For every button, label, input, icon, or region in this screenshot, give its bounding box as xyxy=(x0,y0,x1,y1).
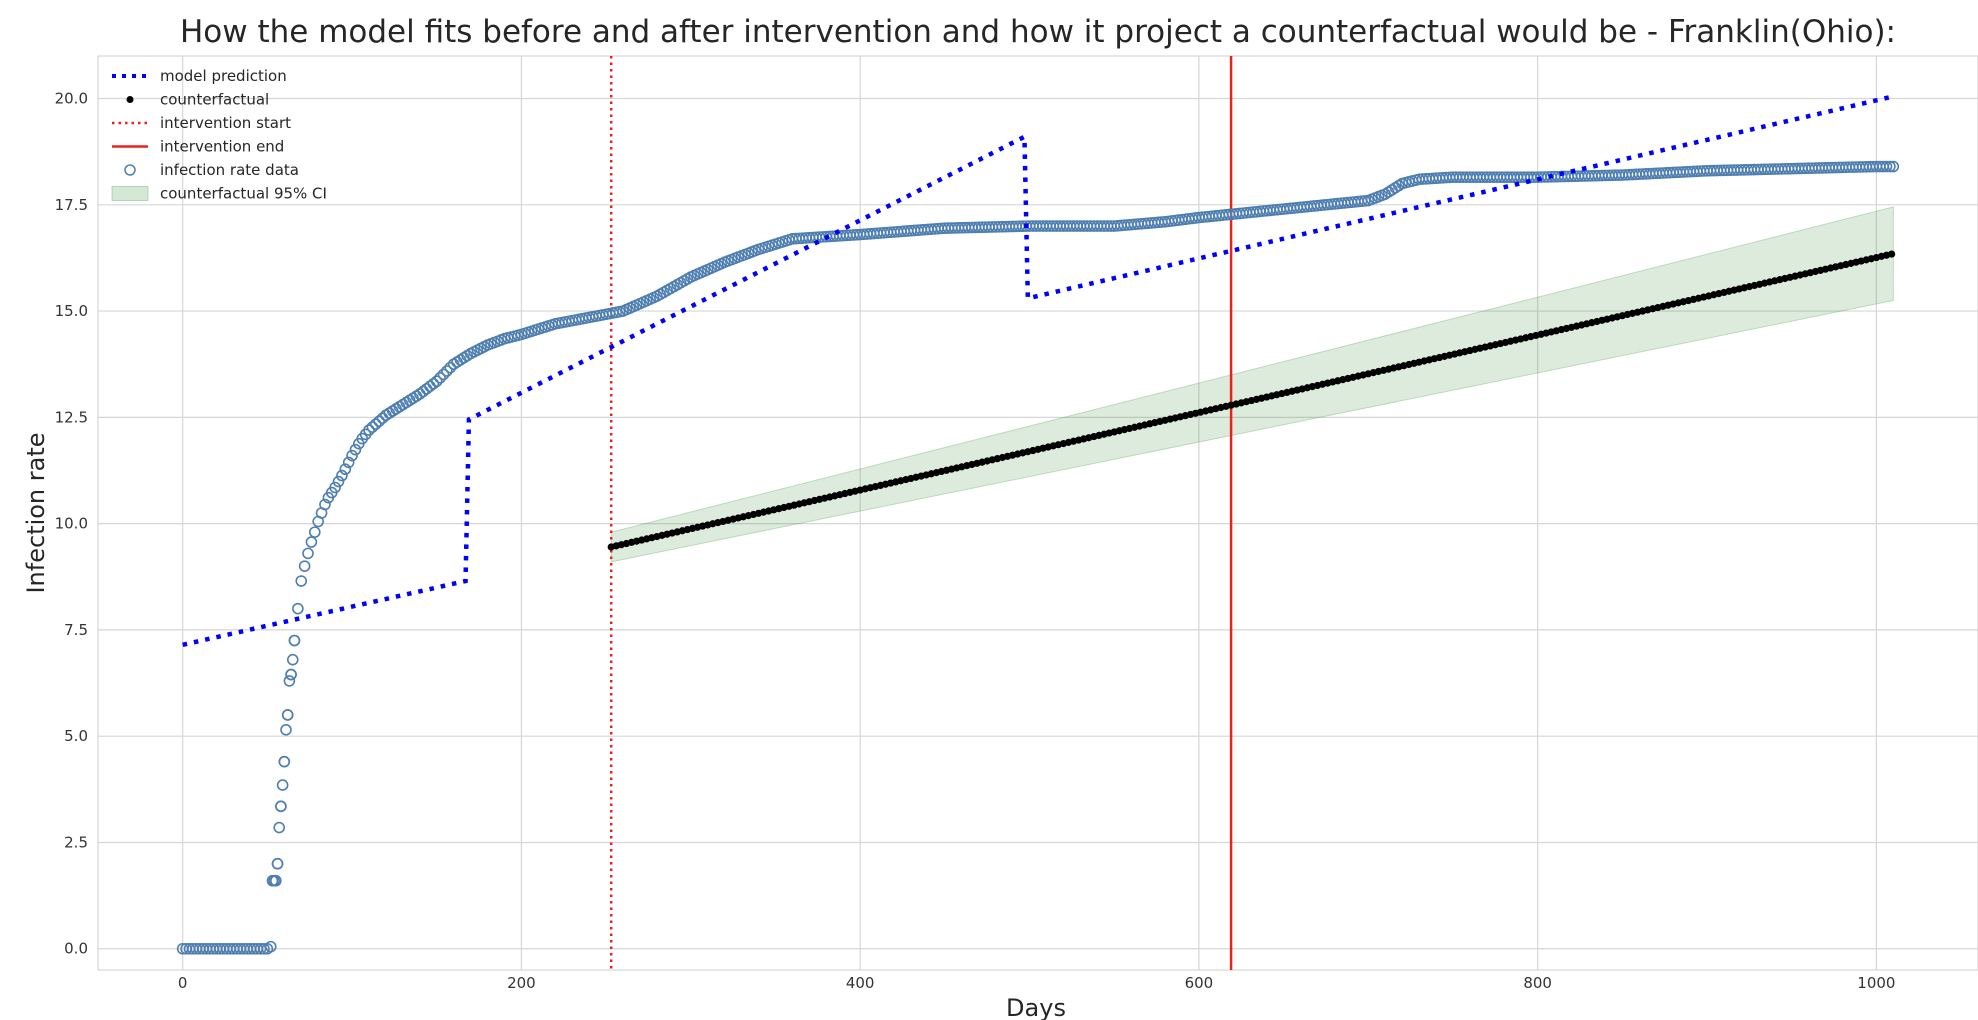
data-point xyxy=(363,424,375,436)
x-tick-label: 0 xyxy=(178,974,188,992)
data-point xyxy=(275,800,287,813)
data-point xyxy=(286,653,299,666)
chart-title: How the model fits before and after inte… xyxy=(180,14,1896,50)
data-point xyxy=(285,668,297,681)
data-point xyxy=(1884,160,1896,173)
legend-item: intervention start xyxy=(112,114,291,132)
y-tick-label: 7.5 xyxy=(64,621,88,639)
legend-item: counterfactual xyxy=(126,91,269,109)
x-axis-title: Days xyxy=(1006,994,1066,1020)
legend-label: intervention end xyxy=(160,138,284,156)
data-point xyxy=(349,443,362,456)
legend-swatch xyxy=(124,164,136,176)
counterfactual-point xyxy=(1888,250,1896,258)
data-point xyxy=(264,940,277,953)
legend-item: intervention end xyxy=(112,138,284,156)
legend: model prediction counterfactual interventi… xyxy=(111,67,327,203)
y-tick-label: 15.0 xyxy=(55,302,88,320)
y-tick-label: 2.5 xyxy=(64,833,88,851)
y-tick-label: 10.0 xyxy=(55,515,88,533)
data-point xyxy=(295,575,308,587)
data-point xyxy=(339,463,352,476)
y-tick-label: 20.0 xyxy=(55,90,88,108)
legend-swatch xyxy=(111,186,149,201)
legend-item: model prediction xyxy=(112,67,287,85)
plot-area-background xyxy=(97,55,1978,971)
data-point xyxy=(1880,160,1893,173)
data-point xyxy=(430,375,443,388)
data-point xyxy=(270,874,282,887)
y-tick-label: 5.0 xyxy=(64,727,88,745)
x-axis-tick-labels: 0 200 400 600 800 1000 xyxy=(178,974,1896,992)
y-axis-title: Infection rate xyxy=(22,432,50,593)
x-tick-label: 1000 xyxy=(1857,974,1895,992)
data-point xyxy=(276,779,289,791)
data-point xyxy=(441,365,453,377)
legend-label: infection rate data xyxy=(160,161,299,179)
data-point xyxy=(346,449,358,462)
data-point xyxy=(288,634,301,647)
legend-item: counterfactual 95% CI xyxy=(111,185,327,203)
data-point xyxy=(427,377,440,390)
legend-swatch xyxy=(126,96,134,103)
data-point xyxy=(305,536,318,548)
y-tick-label: 12.5 xyxy=(55,408,88,426)
y-tick-label: 17.5 xyxy=(55,196,88,214)
data-point xyxy=(434,372,446,384)
data-point xyxy=(258,942,270,955)
infection-rate-data-series xyxy=(176,160,1900,955)
data-point xyxy=(437,368,450,381)
legend-label: intervention start xyxy=(160,114,291,132)
data-point xyxy=(319,498,331,511)
counterfactual-series xyxy=(607,250,1896,551)
data-point xyxy=(273,821,286,834)
data-point xyxy=(1887,160,1900,173)
intervention-lines xyxy=(609,56,1233,970)
data-point xyxy=(342,456,355,469)
data-point xyxy=(283,675,296,687)
data-point xyxy=(280,724,292,736)
data-point xyxy=(292,602,304,615)
x-tick-label: 200 xyxy=(507,974,536,992)
data-point xyxy=(332,475,345,488)
model-prediction-line xyxy=(182,94,1894,647)
data-point xyxy=(369,418,382,430)
y-axis-tick-labels: 0.0 2.5 5.0 7.5 10.0 12.5 15.0 17.5 20.0 xyxy=(55,90,88,958)
data-point xyxy=(266,874,279,887)
legend-item: infection rate data xyxy=(124,161,299,179)
data-point xyxy=(271,857,284,870)
data-point xyxy=(329,481,341,494)
x-tick-label: 800 xyxy=(1523,974,1552,992)
legend-label: counterfactual 95% CI xyxy=(160,185,327,203)
data-point xyxy=(278,755,291,768)
legend-label: model prediction xyxy=(160,67,287,85)
x-tick-label: 400 xyxy=(846,974,875,992)
legend-label: counterfactual xyxy=(160,91,269,109)
grid-lines xyxy=(98,56,1978,970)
y-tick-label: 0.0 xyxy=(64,940,88,958)
data-point xyxy=(298,560,311,572)
data-point xyxy=(336,469,348,482)
data-point xyxy=(302,547,314,560)
data-point xyxy=(373,415,385,427)
x-tick-label: 600 xyxy=(1185,974,1214,992)
data-point xyxy=(281,709,294,721)
model-prediction-series xyxy=(182,94,1894,647)
data-point xyxy=(366,421,379,433)
data-point xyxy=(308,526,321,538)
data-point xyxy=(444,361,457,374)
